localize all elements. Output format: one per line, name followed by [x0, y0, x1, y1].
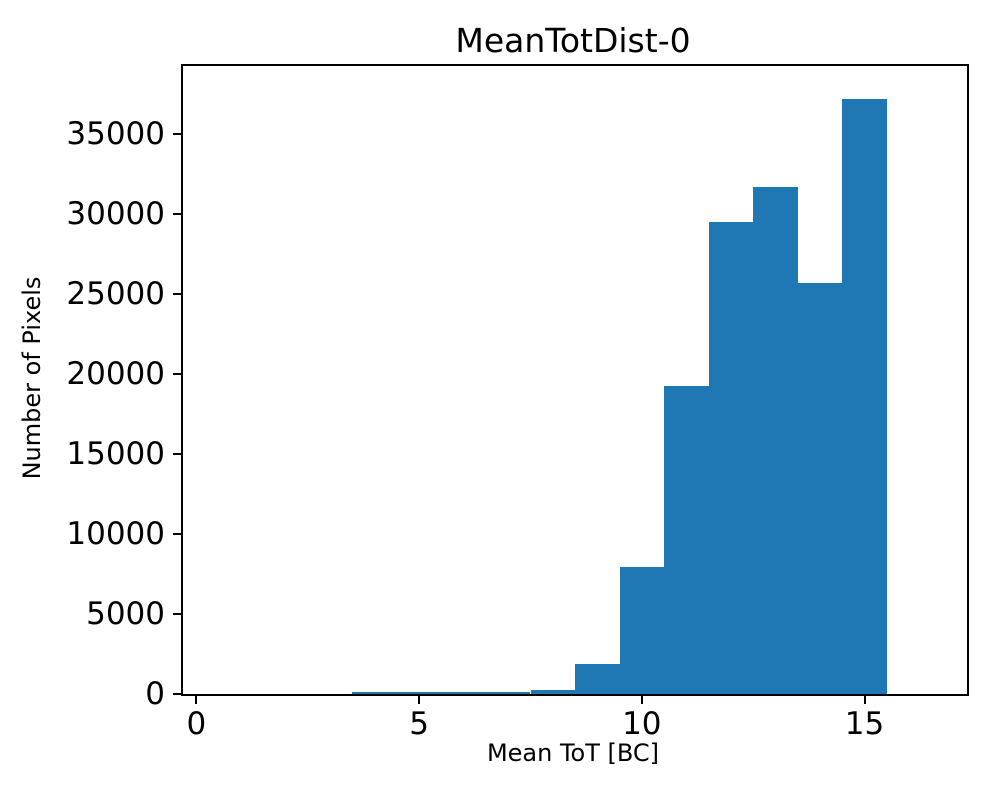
- histogram-bar: [753, 186, 798, 694]
- histogram-bar: [708, 222, 754, 694]
- y-tick-label: 15000: [66, 436, 165, 472]
- histogram-bar: [485, 691, 531, 694]
- x-tick-label: 0: [186, 706, 207, 742]
- x-tick-label: 5: [409, 706, 429, 742]
- y-tick-label: 5000: [86, 596, 165, 632]
- histogram-bar: [842, 98, 887, 694]
- y-tick-label: 25000: [66, 276, 165, 312]
- x-tick-mark: [195, 696, 198, 704]
- y-tick-mark: [173, 133, 181, 135]
- y-tick-mark: [173, 213, 181, 215]
- y-tick-label: 30000: [66, 196, 165, 232]
- y-tick-label: 0: [145, 676, 165, 712]
- histogram-bar: [619, 567, 664, 694]
- y-tick-mark: [173, 453, 181, 455]
- histogram-bar: [797, 282, 843, 694]
- x-tick-label: 10: [622, 706, 662, 742]
- y-tick-mark: [173, 533, 181, 535]
- y-axis-label: Number of Pixels: [18, 276, 46, 480]
- y-tick-mark: [173, 613, 181, 615]
- histogram-bar: [352, 692, 397, 694]
- histogram-bar: [575, 664, 620, 694]
- histogram-bar: [396, 692, 442, 694]
- x-tick-mark: [640, 696, 643, 704]
- y-tick-mark: [173, 293, 181, 295]
- x-tick-mark: [863, 696, 866, 704]
- histogram-bar: [664, 386, 709, 694]
- y-tick-mark: [173, 373, 181, 375]
- x-axis-label: Mean ToT [BC]: [486, 739, 660, 767]
- plot-area: 0 5 10 15 0 5000 10000 15000 20000 25000 30000 350…: [66, 64, 969, 742]
- x-tick-mark: [418, 696, 421, 704]
- chart-title: MeanTotDist-0: [455, 21, 691, 60]
- histogram-bar: [530, 689, 575, 694]
- y-tick-label: 35000: [66, 116, 165, 152]
- y-tick-label: 10000: [66, 516, 165, 552]
- histogram-bar: [441, 692, 486, 694]
- x-tick-label: 15: [844, 706, 885, 742]
- y-tick-label: 20000: [66, 356, 165, 392]
- y-tick-mark: [173, 693, 181, 695]
